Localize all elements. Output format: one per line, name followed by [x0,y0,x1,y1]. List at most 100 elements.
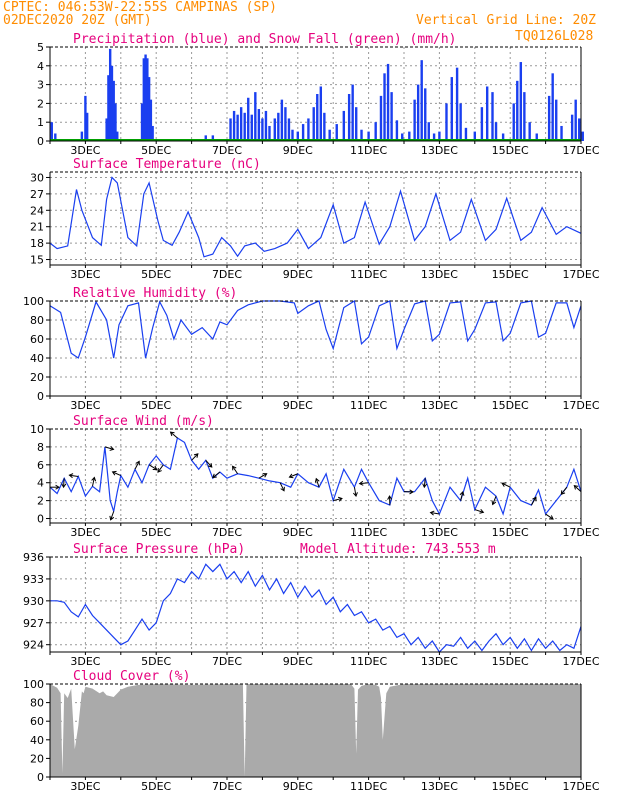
wind-arrow [333,497,343,502]
precip-bar [383,73,386,141]
y-tick-label: 933 [23,573,44,586]
wind-arrow-head [532,496,537,502]
y-tick-label: 8 [37,441,44,454]
precip-bar [480,107,484,141]
wind-arrow-head [549,515,554,520]
x-tick-label: 13DEC [421,780,458,793]
wind-arrow-head [232,465,237,471]
x-tick-label: 7DEC [212,399,242,412]
x-tick-label: 3DEC [70,144,100,157]
x-tick-label: 7DEC [212,144,242,157]
precip-bar [114,103,117,141]
precip-bar [459,103,462,141]
x-tick-label: 9DEC [283,780,313,793]
x-tick-label: 17DEC [562,268,599,281]
y-tick-label: 15 [30,254,44,267]
wind-arrow-head [409,489,414,495]
precip-bar [427,122,430,141]
precip-bar [413,99,416,141]
wind-arrow-head [479,509,485,514]
wind-arrow-head [61,483,67,489]
panel-title: Cloud Cover (%) [73,669,190,684]
wind-arrow-head [111,470,117,476]
precip-bar [519,62,523,141]
panel-1: 0 1 2 3 4 5 3DEC 5DEC 7DEC 9DEC 11DEC 13DEC 15DEC 17D… [37,32,600,157]
y-tick-label: 2 [37,495,44,508]
wind-arrow-head [337,496,343,502]
precip-bar [374,122,377,141]
precip-bar [254,92,257,141]
wind-arrow [460,491,464,501]
x-tick-label: 17DEC [562,399,599,412]
y-tick-label: 3 [37,79,44,92]
precip-bar [551,73,554,141]
y-tick-label: 21 [30,221,44,234]
precip-bar [84,95,87,141]
wind-arrow [353,487,357,497]
y-tick-label: 60 [30,333,44,346]
x-tick-label: 5DEC [141,399,171,412]
y-tick-label: 40 [30,734,44,747]
precip-bar [250,114,253,141]
precip-bar [211,135,215,141]
header-date: 02DEC2020 20Z (GMT) [3,13,152,28]
wind-arrow [359,482,369,485]
x-tick-label: 11DEC [350,526,387,539]
wind-arrow-head [207,462,213,468]
x-tick-label: 3DEC [70,268,100,281]
y-tick-label: 6 [37,459,44,472]
wind-arrow [232,466,239,475]
y-tick-label: 4 [37,60,44,73]
precip-bar [581,131,584,141]
precip-bar [335,124,338,141]
panel-title: Surface Temperature (nC) [73,157,261,172]
precip-bar [247,97,250,141]
cloud-area [50,684,581,777]
wind-arrow-head [573,484,579,490]
y-tick-label: 24 [30,204,44,217]
precip-bar [112,80,115,141]
y-tick-label: 1 [37,116,44,129]
precip-bar [323,112,326,141]
wind-arrow [157,464,164,473]
x-tick-label: 15DEC [492,526,529,539]
x-tick-label: 7DEC [212,526,242,539]
series-line [50,563,582,653]
wind-arrow [501,482,511,488]
precip-bar [420,60,423,141]
wind-arrow [212,471,221,478]
x-tick-label: 13DEC [421,144,458,157]
x-tick-label: 9DEC [283,399,313,412]
wind-arrow-head [422,483,428,489]
series-line [49,437,582,516]
x-tick-label: 13DEC [421,655,458,668]
wind-arrow-head [109,515,115,521]
precip-bar [408,131,411,141]
precip-bar [243,112,246,141]
y-tick-label: 18 [30,237,44,250]
precip-bar [80,131,84,141]
precip-bar [268,125,271,141]
precip-bar [445,103,448,141]
x-tick-label: 3DEC [70,780,100,793]
precip-bar [455,67,459,141]
precip-bar [351,84,354,141]
precip-bar [307,118,310,141]
precip-bar [316,94,319,141]
y-tick-label: 10 [30,423,44,436]
x-tick-label: 13DEC [421,526,458,539]
precip-bar [312,107,315,141]
x-tick-label: 3DEC [70,655,100,668]
precip-bar [287,118,291,141]
wind-arrow [560,486,568,495]
precip-bar [239,107,243,141]
precip-bar [555,99,558,141]
precip-bar [347,94,351,141]
x-tick-label: 5DEC [141,655,171,668]
x-tick-label: 11DEC [350,655,387,668]
wind-arrow [63,478,65,488]
wind-arrow-head [501,482,507,487]
wind-arrow [573,485,582,493]
y-tick-label: 0 [37,135,44,148]
precip-bar [107,75,110,141]
